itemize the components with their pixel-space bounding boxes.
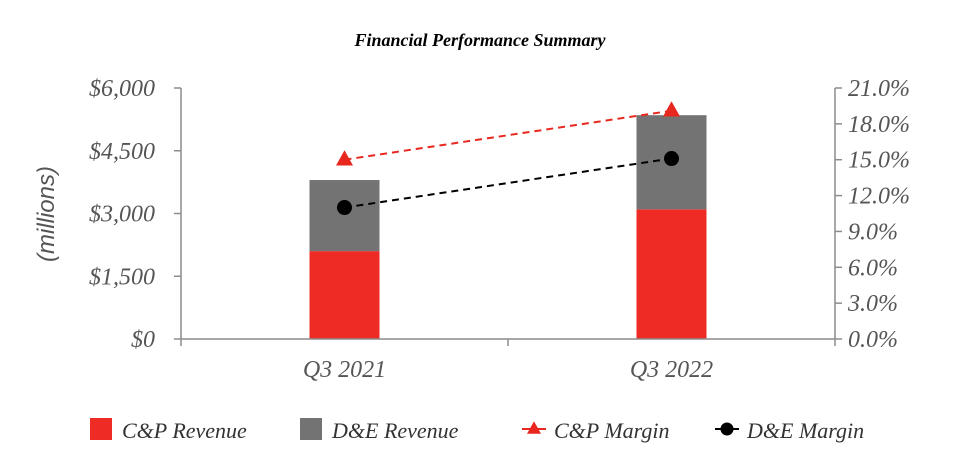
y-tick-label-left: $0: [131, 327, 155, 353]
y-tick-label-right: 0.0%: [848, 327, 898, 353]
legend-swatch-d-e-revenue: [300, 418, 322, 440]
x-tick-label: Q3 2022: [630, 357, 713, 383]
bar-d-e-revenue-0: [309, 180, 380, 252]
legend-marker-d-e-margin: [720, 422, 734, 436]
y-tick-label-right: 6.0%: [848, 255, 898, 281]
line-c-p-margin: [344, 109, 672, 161]
chart-title: Financial Performance Summary: [353, 30, 606, 50]
bar-c-p-revenue-1: [636, 209, 707, 339]
y-tick-label-left: $3,000: [89, 202, 155, 228]
y-tick-label-right: 21.0%: [848, 76, 910, 102]
y-tick-label-right: 12.0%: [848, 184, 910, 210]
bars-layer: [309, 115, 707, 339]
marker-c-p-margin-1: [663, 101, 680, 117]
marker-d-e-margin-1: [664, 151, 679, 167]
bar-c-p-revenue-0: [309, 251, 380, 339]
y-tick-label-left: $1,500: [89, 264, 155, 290]
x-tick-label: Q3 2021: [303, 357, 386, 383]
lines-layer: [336, 101, 680, 216]
y-tick-label-right: 18.0%: [848, 112, 910, 138]
y-tick-label-right: 9.0%: [848, 219, 898, 245]
y-tick-label-left: $6,000: [89, 76, 155, 102]
axes-layer: $0 $1,500 $3,000 $4,500 $6,000 0.0% 3.0% 6.0% 9.…: [89, 76, 910, 383]
marker-d-e-margin-0: [337, 200, 352, 216]
legend-label-c-p-margin: C&P Margin: [554, 418, 670, 443]
legend-marker-c-p-margin: [527, 421, 541, 434]
y-tick-label-left: $4,500: [89, 139, 155, 165]
legend: C&P Revenue D&E Revenue C&P Margin D&E Marg…: [90, 418, 864, 443]
y-axis-label: (millions): [33, 166, 60, 262]
y-tick-label-right: 15.0%: [848, 148, 910, 174]
legend-label-c-p-revenue: C&P Revenue: [122, 418, 247, 443]
marker-c-p-margin-0: [336, 150, 353, 166]
legend-label-d-e-margin: D&E Margin: [746, 418, 864, 443]
legend-swatch-c-p-revenue: [90, 418, 112, 440]
line-d-e-margin: [344, 157, 672, 209]
legend-label-d-e-revenue: D&E Revenue: [331, 418, 459, 443]
y-tick-label-right: 3.0%: [847, 291, 898, 317]
